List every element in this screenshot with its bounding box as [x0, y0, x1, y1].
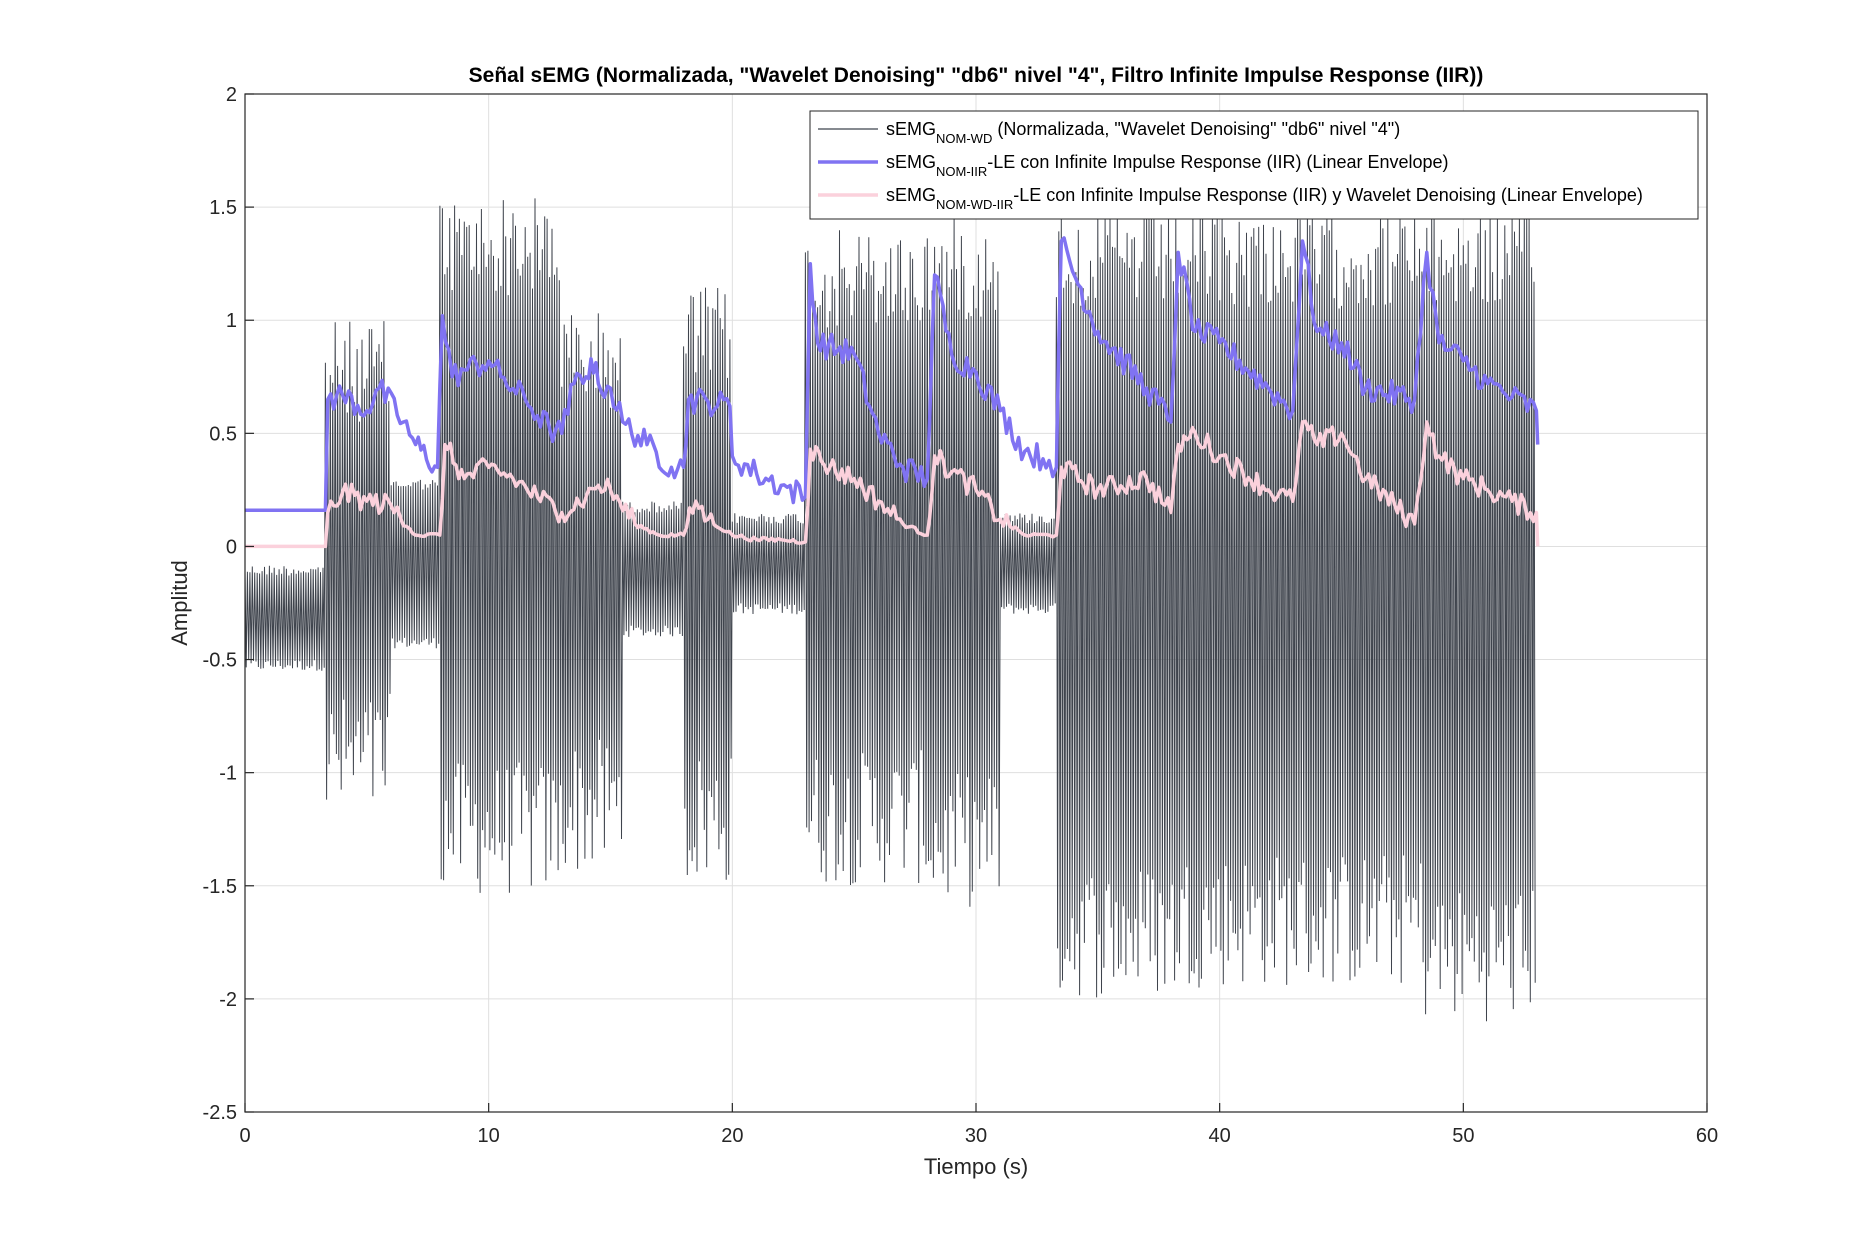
- x-tick-label: 40: [1209, 1125, 1231, 1147]
- legend-entry: sEMGNOM-WD-IIR-LE con Infinite Impulse R…: [886, 185, 1643, 212]
- legend-entry-subscript: NOM-WD: [936, 131, 992, 146]
- y-tick-label: -1.5: [203, 876, 237, 898]
- y-tick-label: 2: [226, 84, 237, 106]
- legend-entry-base: sEMG: [886, 185, 936, 205]
- y-tick-label: -0.5: [203, 650, 237, 672]
- x-axis-label: Tiempo (s): [924, 1154, 1028, 1179]
- y-axis-label: Amplitud: [167, 560, 192, 646]
- chart-title: Señal sEMG (Normalizada, "Wavelet Denois…: [469, 64, 1484, 87]
- series-semg-nom-wd-iir-le: [245, 419, 1540, 549]
- legend-entry-subscript: NOM-IIR: [936, 164, 987, 179]
- legend-entry: sEMGNOM-IIR-LE con Infinite Impulse Resp…: [886, 152, 1449, 179]
- y-tick-label: 0.5: [209, 423, 237, 445]
- legend-entry-text: -LE con Infinite Impulse Response (IIR) …: [1013, 185, 1643, 205]
- legend-entry-subscript: NOM-WD-IIR: [936, 197, 1013, 212]
- y-tick-label: -2.5: [203, 1102, 237, 1124]
- legend-box: [809, 110, 1699, 220]
- x-tick-label: 10: [478, 1125, 500, 1147]
- x-tick-label: 50: [1452, 1125, 1474, 1147]
- y-tick-label: -1: [219, 763, 237, 785]
- legend-entry-text: (Normalizada, "Wavelet Denoising" "db6" …: [992, 119, 1400, 139]
- x-tick-label: 0: [239, 1125, 250, 1147]
- x-tick-label: 60: [1696, 1125, 1718, 1147]
- axis-ticks: 0 10 20 30 40 50 60 -2.5 -2 -1.5 -1 -0.5 0 0.5 1 1.5 2: [203, 84, 1719, 1147]
- series-semg-nom-wd: [244, 198, 1536, 1022]
- legend-entry-base: sEMG: [886, 119, 936, 139]
- y-tick-label: 1.5: [209, 197, 237, 219]
- y-tick-label: 0: [226, 536, 237, 558]
- y-tick-label: -2: [219, 989, 237, 1011]
- legend: sEMGNOM-WD (Normalizada, "Wavelet Denois…: [809, 110, 1699, 220]
- x-tick-label: 20: [721, 1125, 743, 1147]
- x-tick-label: 30: [965, 1125, 987, 1147]
- legend-entry: sEMGNOM-WD (Normalizada, "Wavelet Denois…: [886, 119, 1400, 146]
- y-tick-label: 1: [226, 310, 237, 332]
- series-layer: [244, 198, 1540, 1022]
- series-semg-nom-iir-le: [245, 236, 1540, 512]
- legend-entry-base: sEMG: [886, 152, 936, 172]
- legend-entry-text: -LE con Infinite Impulse Response (IIR) …: [987, 152, 1448, 172]
